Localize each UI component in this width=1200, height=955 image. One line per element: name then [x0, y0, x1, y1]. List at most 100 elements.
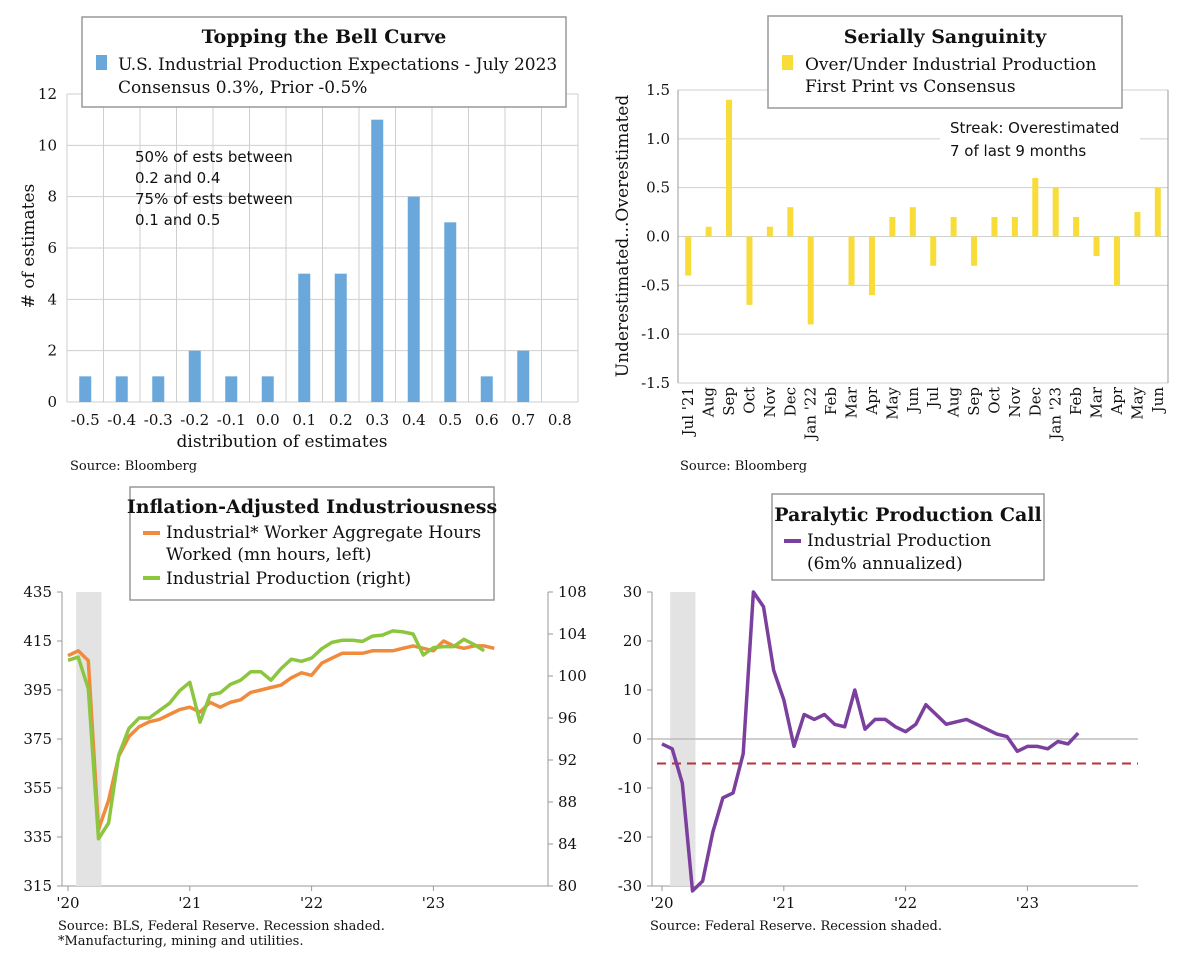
p2-bar	[766, 226, 773, 237]
p2-bar	[787, 207, 794, 237]
p2-xtick-label: Jan '23	[1047, 387, 1065, 442]
p2-ytick-label: -1.0	[641, 325, 670, 343]
p3-legend-box: Inflation-Adjusted Industriousness Indus…	[127, 486, 497, 601]
p2-bar	[868, 236, 875, 296]
p1-annotation: 50% of ests between 0.2 and 0.4 75% of e…	[135, 148, 293, 229]
p2-bar	[1073, 216, 1080, 237]
p1-xtick-label: -0.1	[217, 411, 246, 429]
p4-ytick-label: 20	[623, 632, 642, 650]
p1-ytick-label: 6	[47, 239, 57, 257]
bell-curve-chart: 0 2 4 6 8 10 12 -0.5 -0.4 -0.3 -0.2 -0.1 0.0 0.1 0.2 0…	[19, 16, 579, 474]
p1-xtick-label: 0.8	[548, 411, 572, 429]
p1-legend-text-1: U.S. Industrial Production Expectations …	[118, 55, 557, 75]
p3-ytick-left-label: 335	[23, 828, 52, 846]
p1-bar	[371, 119, 384, 403]
p3-legend-text-1: Industrial* Worker Aggregate Hours	[166, 523, 481, 543]
p4-xtick-label: '20	[650, 894, 673, 912]
p2-bar	[807, 236, 814, 325]
p2-ytick-label: 1.0	[646, 130, 670, 148]
p2-ytick-label: -0.5	[641, 276, 670, 294]
p2-ytick-label: 1.5	[646, 81, 670, 99]
p3-title: Inflation-Adjusted Industriousness	[127, 496, 497, 518]
p1-bar	[225, 376, 238, 402]
p4-ytick-label: 10	[623, 681, 642, 699]
p2-xtick-label: Dec	[781, 387, 799, 416]
p2-bar	[1032, 177, 1039, 237]
p1-bar	[115, 376, 128, 402]
industriousness-chart: 435 415 395 375 355 335 315 108 104 100 96 92 88 84 80…	[23, 486, 587, 949]
p3-ytick-right-label: 100	[558, 667, 587, 685]
p3-ytick-left-label: 375	[23, 730, 52, 748]
p1-bar	[334, 273, 347, 402]
p3-ytick-left-label: 315	[23, 877, 52, 895]
p2-xtick-label: Oct	[985, 387, 1003, 414]
p1-xtick-label: 0.7	[511, 411, 535, 429]
p1-bar	[444, 222, 457, 402]
p2-bar	[705, 226, 712, 237]
p3-legend-text-2: Industrial Production (right)	[166, 569, 411, 589]
p1-xtick-label: -0.3	[144, 411, 173, 429]
panel-industriousness: 435 415 395 375 355 335 315 108 104 100 96 92 88 84 80…	[0, 480, 600, 955]
p3-ytick-right-label: 84	[558, 835, 577, 853]
p3-line-hours	[67, 639, 495, 832]
p1-bar	[152, 376, 165, 402]
p1-xtick-label: 0.4	[402, 411, 426, 429]
p2-bar	[930, 236, 937, 266]
paralytic-chart: 30 20 10 0 -10 -20 -30 '20 '21 '22 '23 Paralytic …	[618, 493, 1138, 934]
p2-bar	[1134, 212, 1141, 237]
p3-source: Source: BLS, Federal Reserve. Recession …	[58, 919, 385, 934]
p1-ytick-label: 10	[38, 136, 57, 154]
p2-xtick-label: Mar	[1088, 386, 1106, 418]
p4-ytick-label: -30	[618, 877, 642, 895]
p3-ytick-right-label: 108	[558, 583, 587, 601]
p3-ytick-left-label: 395	[23, 681, 52, 699]
p1-legend-text-2: Consensus 0.3%, Prior -0.5%	[118, 78, 367, 98]
p1-ytick-label: 8	[47, 188, 57, 206]
p2-xtick-label: Nov	[1006, 386, 1024, 417]
p3-ytick-right-label: 88	[558, 793, 577, 811]
svg-text:0.1 and 0.5: 0.1 and 0.5	[135, 211, 220, 229]
p1-xtick-label: 0.0	[256, 411, 280, 429]
p1-bar	[407, 196, 420, 402]
p1-ytick-label: 4	[47, 290, 57, 308]
p2-xtick-label: Jun	[904, 387, 922, 415]
p3-ytick-left-label: 355	[23, 779, 52, 797]
p1-bar	[188, 350, 201, 402]
p1-bar	[517, 350, 530, 402]
p4-legend-box: Paralytic Production Call Industrial Pro…	[771, 493, 1045, 581]
p1-ylabel: # of estimates	[19, 184, 39, 309]
panel-paralytic: 30 20 10 0 -10 -20 -30 '20 '21 '22 '23 Paralytic …	[600, 480, 1200, 955]
svg-text:Streak: Overestimated: Streak: Overestimated	[950, 119, 1119, 137]
p2-xtick-label: Feb	[822, 387, 840, 415]
p2-bar	[1113, 236, 1120, 286]
p2-bar	[685, 236, 692, 276]
p4-xtick-label: '21	[772, 894, 795, 912]
p1-legend-box: Topping the Bell Curve U.S. Industrial P…	[81, 16, 567, 108]
svg-text:50% of ests between: 50% of ests between	[135, 148, 293, 166]
p1-bar	[298, 273, 311, 402]
p2-xtick-label: Jul '21	[679, 387, 697, 437]
p4-legend-text-1: Industrial Production	[807, 531, 991, 551]
p2-xtick-label: Jul	[924, 387, 942, 410]
p3-line-production	[67, 629, 486, 841]
p2-bar	[909, 207, 916, 237]
p2-xtick-label: Nov	[761, 386, 779, 417]
p2-xtick-label: Mar	[843, 386, 861, 418]
p2-xtick-label: Apr	[1108, 386, 1126, 415]
p2-ytick-label: 0.0	[646, 228, 670, 246]
p2-xtick-label: Feb	[1067, 387, 1085, 415]
p2-ytick-label: 0.5	[646, 179, 670, 197]
p4-title: Paralytic Production Call	[774, 504, 1041, 526]
p1-xtick-label: 0.6	[475, 411, 499, 429]
svg-text:7 of last 9 months: 7 of last 9 months	[950, 142, 1086, 160]
p3-ytick-left-label: 435	[23, 583, 52, 601]
p1-xtick-label: 0.5	[438, 411, 462, 429]
svg-text:0.2 and 0.4: 0.2 and 0.4	[135, 169, 220, 187]
p3-xtick-label: '20	[56, 894, 79, 912]
p2-bar	[726, 99, 733, 237]
p1-bar	[261, 376, 274, 402]
p2-xtick-label: May	[1128, 386, 1146, 419]
p1-xtick-label: 0.2	[329, 411, 353, 429]
p2-bar	[971, 236, 978, 266]
p2-ytick-label: -1.5	[641, 374, 670, 392]
